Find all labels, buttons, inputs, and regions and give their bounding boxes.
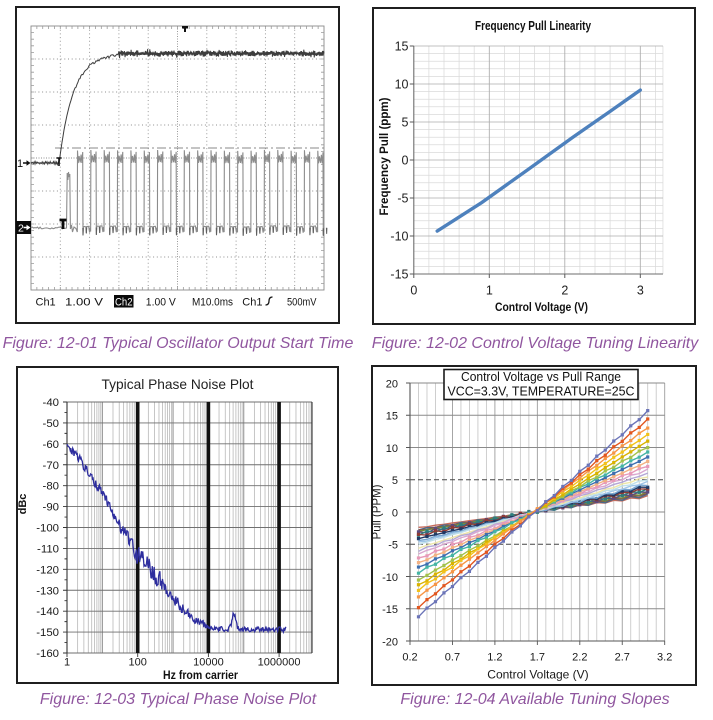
svg-text:-140: -140 (36, 606, 59, 618)
svg-text:-150: -150 (36, 627, 59, 639)
svg-text:1: 1 (17, 158, 23, 170)
svg-text:Pull (PPM): Pull (PPM) (372, 484, 384, 539)
svg-text:Ch1: Ch1 (36, 297, 56, 309)
svg-text:15: 15 (395, 40, 409, 54)
svg-text:-5: -5 (397, 192, 408, 206)
svg-text:VCC=3.3V, TEMPERATURE=25C: VCC=3.3V, TEMPERATURE=25C (448, 385, 635, 399)
svg-text:5: 5 (392, 475, 398, 487)
svg-text:10000: 10000 (193, 657, 224, 669)
svg-text:-10: -10 (382, 572, 398, 584)
svg-text:3.2: 3.2 (657, 652, 672, 664)
svg-text:20: 20 (386, 378, 398, 390)
svg-text:-50: -50 (43, 418, 59, 430)
svg-text:0: 0 (410, 284, 417, 298)
svg-text:Typical Phase Noise Plot: Typical Phase Noise Plot (102, 376, 254, 392)
svg-text:1: 1 (486, 284, 493, 298)
svg-text:10: 10 (395, 78, 409, 92)
svg-text:1.00 V: 1.00 V (65, 297, 104, 309)
svg-text:-10: -10 (390, 230, 408, 244)
svg-text:dBc: dBc (17, 494, 29, 515)
svg-text:-120: -120 (36, 564, 59, 576)
svg-text:Ch2: Ch2 (115, 297, 133, 309)
svg-text:2.7: 2.7 (615, 652, 630, 664)
svg-text:1: 1 (64, 657, 70, 669)
svg-text:-80: -80 (43, 481, 59, 493)
svg-text:-15: -15 (382, 604, 398, 616)
svg-text:2: 2 (561, 284, 568, 298)
svg-text:0: 0 (402, 154, 409, 168)
svg-text:1000000: 1000000 (258, 657, 301, 669)
svg-text:Control Voltage (V): Control Voltage (V) (487, 668, 588, 682)
svg-text:0: 0 (392, 507, 398, 519)
svg-text:-40: -40 (43, 397, 59, 409)
svg-text:-100: -100 (36, 523, 59, 535)
svg-text:1.7: 1.7 (530, 652, 545, 664)
svg-text:15: 15 (386, 411, 398, 423)
svg-text:Ch1: Ch1 (242, 297, 262, 309)
svg-text:Frequency Pull Linearity: Frequency Pull Linearity (475, 19, 591, 33)
svg-text:2.2: 2.2 (572, 652, 587, 664)
svg-text:-5: -5 (388, 540, 398, 552)
svg-text:100: 100 (129, 657, 147, 669)
svg-text:-110: -110 (37, 543, 59, 555)
svg-text:0.2: 0.2 (402, 652, 417, 664)
svg-text:-15: -15 (390, 268, 408, 282)
svg-text:-70: -70 (43, 460, 59, 472)
svg-text:Hz from carrier: Hz from carrier (163, 670, 238, 682)
svg-text:-90: -90 (43, 502, 59, 514)
svg-text:2: 2 (18, 223, 24, 235)
svg-text:-60: -60 (43, 439, 59, 451)
svg-text:500mV: 500mV (287, 297, 317, 309)
svg-text:1.00 V: 1.00 V (146, 297, 177, 309)
svg-text:Frequency Pull (ppm): Frequency Pull (ppm) (377, 98, 391, 216)
svg-text:1.2: 1.2 (487, 652, 502, 664)
svg-text:-160: -160 (36, 648, 59, 660)
svg-text:Control Voltage (V): Control Voltage (V) (495, 300, 588, 314)
svg-text:Control Voltage vs Pull Range: Control Voltage vs Pull Range (461, 370, 621, 384)
svg-text:-20: -20 (382, 636, 398, 648)
svg-text:-130: -130 (36, 585, 59, 597)
svg-text:3: 3 (637, 284, 644, 298)
svg-text:10: 10 (386, 443, 398, 455)
svg-text:M10.0ms: M10.0ms (192, 297, 233, 309)
svg-text:0.7: 0.7 (445, 652, 460, 664)
svg-text:5: 5 (402, 116, 409, 130)
